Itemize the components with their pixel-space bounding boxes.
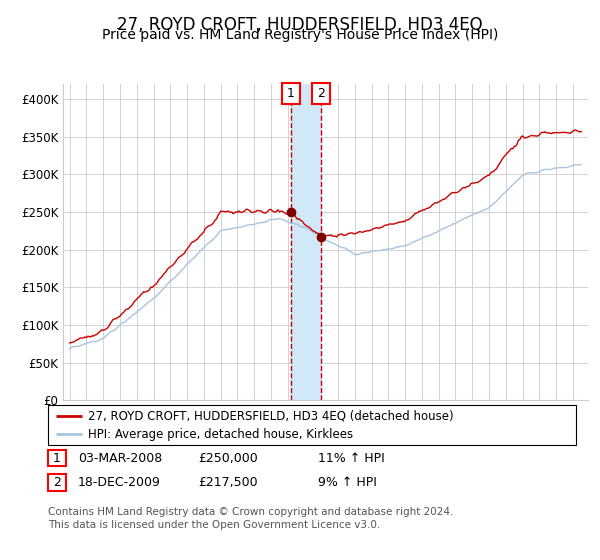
Text: Contains HM Land Registry data © Crown copyright and database right 2024.
This d: Contains HM Land Registry data © Crown c… (48, 507, 454, 530)
Text: 18-DEC-2009: 18-DEC-2009 (78, 476, 161, 489)
Text: HPI: Average price, detached house, Kirklees: HPI: Average price, detached house, Kirk… (88, 428, 353, 441)
Text: 2: 2 (53, 476, 61, 489)
Text: 2: 2 (317, 87, 325, 100)
Text: 9% ↑ HPI: 9% ↑ HPI (318, 476, 377, 489)
Text: 03-MAR-2008: 03-MAR-2008 (78, 451, 162, 465)
Text: 1: 1 (287, 87, 295, 100)
Text: 1: 1 (53, 451, 61, 465)
Bar (290, 84, 320, 400)
Text: 11% ↑ HPI: 11% ↑ HPI (318, 451, 385, 465)
Text: Price paid vs. HM Land Registry's House Price Index (HPI): Price paid vs. HM Land Registry's House … (102, 28, 498, 42)
Text: £250,000: £250,000 (198, 451, 258, 465)
Text: 27, ROYD CROFT, HUDDERSFIELD, HD3 4EQ: 27, ROYD CROFT, HUDDERSFIELD, HD3 4EQ (117, 16, 483, 34)
FancyBboxPatch shape (48, 405, 576, 445)
Text: £217,500: £217,500 (198, 476, 257, 489)
Text: 27, ROYD CROFT, HUDDERSFIELD, HD3 4EQ (detached house): 27, ROYD CROFT, HUDDERSFIELD, HD3 4EQ (d… (88, 409, 453, 422)
